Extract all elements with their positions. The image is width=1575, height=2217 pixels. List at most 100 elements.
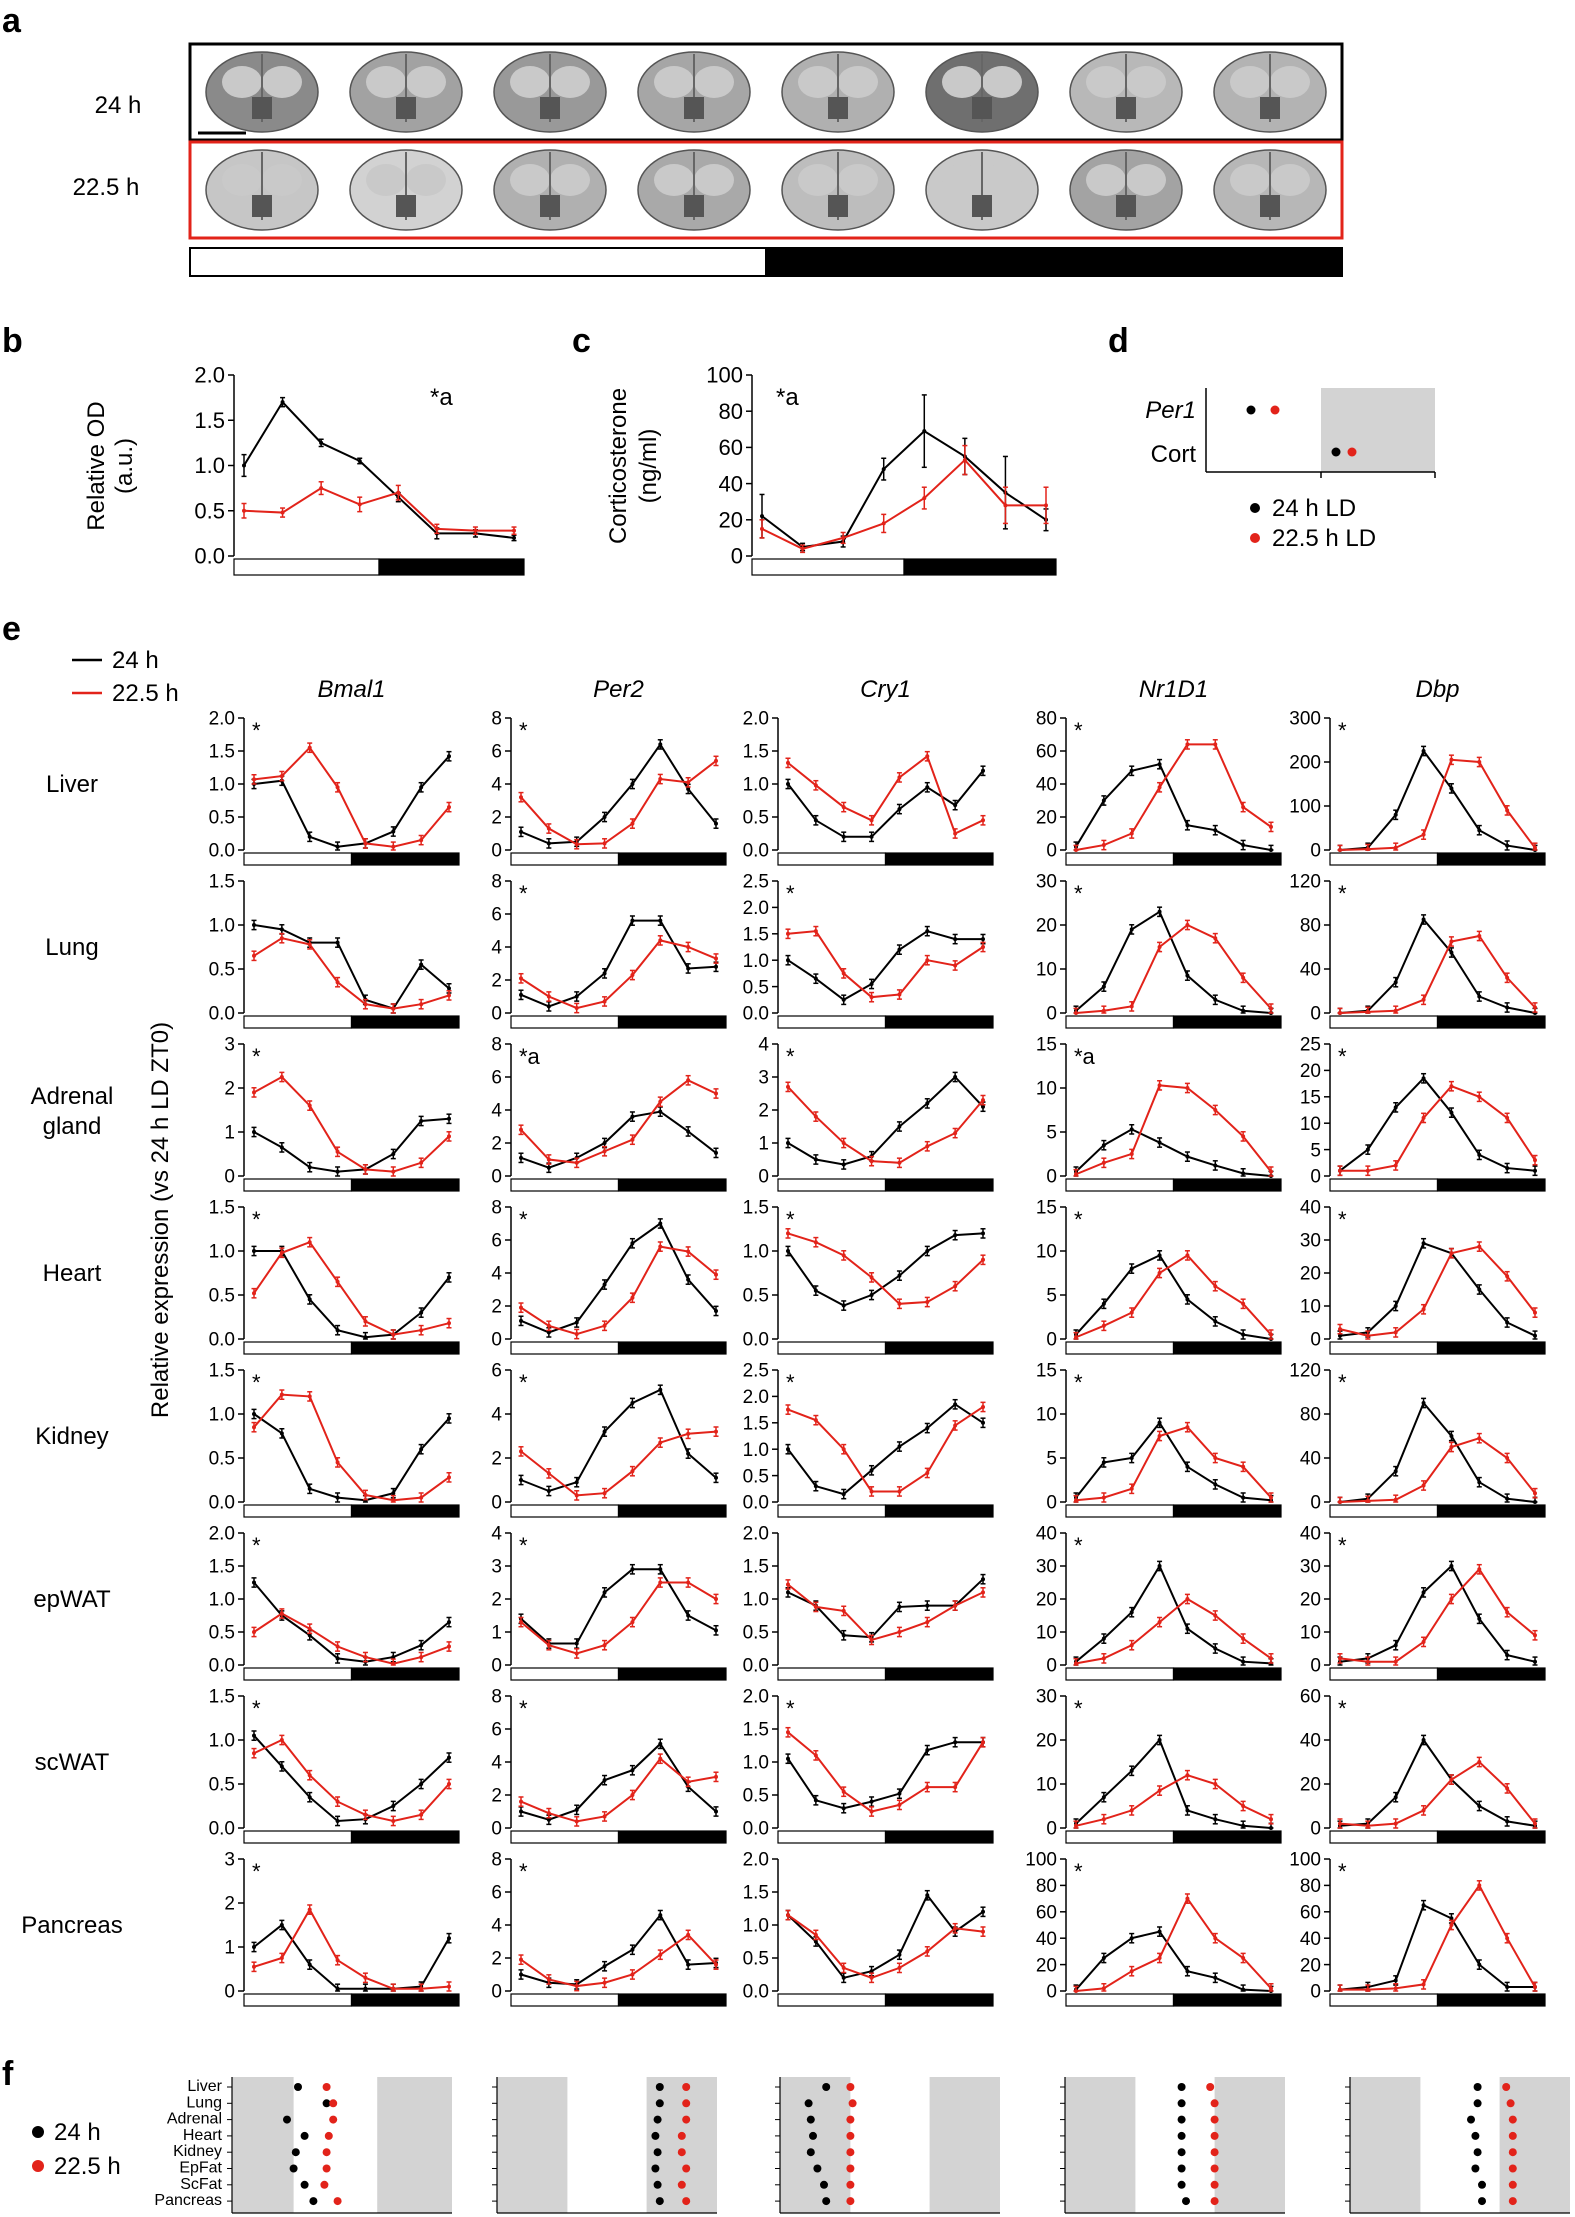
y-tick-label: 0 xyxy=(1310,1493,1321,1514)
series-24h-point xyxy=(686,1613,691,1618)
series-225h-point xyxy=(786,1407,790,1412)
series-24h-point xyxy=(279,1431,284,1436)
significance-mark: * xyxy=(786,1696,795,1721)
series-24h-point xyxy=(897,1124,902,1129)
y-tick-label: 0 xyxy=(1046,1167,1057,1188)
phase-point-225h xyxy=(1508,2180,1517,2189)
y-tick-label: 30 xyxy=(1036,1557,1057,1578)
series-225h-point xyxy=(1338,1011,1342,1015)
series-225h-point xyxy=(473,528,478,533)
series-24h-point xyxy=(1213,1646,1218,1651)
series-225h-point xyxy=(1101,1656,1106,1661)
y-tick-label: 60 xyxy=(719,435,743,460)
series-225h-line xyxy=(1339,758,1536,851)
series-225h-point xyxy=(1533,845,1537,850)
y-tick-label: 2.0 xyxy=(209,709,235,730)
brain-slice-core xyxy=(540,195,560,217)
light-phase-bar xyxy=(1065,1178,1175,1192)
series-225h-point xyxy=(307,1240,312,1245)
series-24h-point xyxy=(519,1318,523,1323)
y-tick-label: 0.0 xyxy=(209,1493,235,1514)
series-225h-point xyxy=(396,490,401,495)
series-225h-point xyxy=(658,777,663,782)
dark-phase-bar xyxy=(617,1341,727,1355)
series-225h-point xyxy=(686,1078,691,1083)
series-225h-point xyxy=(1129,1643,1134,1648)
series-24h-line xyxy=(1075,910,1272,1014)
y-tick-label: 2 xyxy=(758,1101,769,1122)
brain-slice-hemisphere-right xyxy=(262,66,302,98)
series-225h-point xyxy=(1338,848,1342,852)
chart-epwat-bmal1: 0.0 0.5 1.0 1.5 2.0 * xyxy=(209,1524,460,1681)
series-24h-point xyxy=(1421,1590,1426,1595)
y-tick-label: 60 xyxy=(1300,1687,1321,1708)
chart-liver-bmal1: 0.0 0.5 1.0 1.5 2.0 * xyxy=(209,709,460,866)
series-24h-point xyxy=(447,754,451,759)
series-24h-point xyxy=(1129,1768,1134,1773)
series-24h-point xyxy=(1157,1253,1162,1258)
panel-letter-d: d xyxy=(1108,322,1129,360)
series-24h-point xyxy=(357,458,362,463)
series-24h-line xyxy=(1339,1738,1536,1827)
light-phase-bar xyxy=(510,852,620,866)
y-tick-label: 0.0 xyxy=(743,841,769,862)
panel-d-phase: Per1 Cort 24 h LD 22.5 h LD xyxy=(1145,388,1436,552)
series-24h-point xyxy=(574,994,579,999)
y-tick-label: 120 xyxy=(1289,1361,1321,1382)
series-24h-point xyxy=(519,1155,523,1160)
y-tick-label: 0.0 xyxy=(209,1330,235,1351)
series-225h-point xyxy=(519,976,523,981)
significance-mark: * xyxy=(1338,1370,1347,1395)
series-24h-point xyxy=(714,1475,718,1480)
y-tick-label: 20 xyxy=(1036,1731,1057,1752)
panel-d-per1-225h xyxy=(1270,405,1280,415)
series-225h-point xyxy=(658,938,663,943)
series-24h-point xyxy=(953,1233,958,1238)
series-24h-point xyxy=(1129,1456,1134,1460)
series-225h-point xyxy=(391,1818,396,1823)
brain-slice-225h xyxy=(637,149,751,231)
y-tick-label: 0.0 xyxy=(743,1493,769,1514)
series-225h-point xyxy=(419,1002,424,1007)
series-24h-point xyxy=(1241,1659,1246,1664)
series-225h-point xyxy=(447,805,451,810)
series-24h-point xyxy=(279,1923,284,1927)
series-24h-point xyxy=(1213,1482,1218,1487)
series-225h-point xyxy=(1365,1168,1370,1173)
phase-point-24h xyxy=(1478,2197,1486,2206)
series-225h-point xyxy=(280,510,285,515)
series-225h-point xyxy=(953,1284,958,1289)
series-225h-point xyxy=(1477,1094,1482,1099)
series-225h-point xyxy=(841,971,846,976)
chart-liver-nr1d1: 0 20 40 60 80 * xyxy=(1036,709,1282,866)
panel-f-charts xyxy=(227,2077,1570,2214)
series-225h-point xyxy=(1101,1323,1106,1328)
series-24h-line xyxy=(520,1388,717,1493)
series-24h-point xyxy=(1213,1163,1218,1168)
brain-slice-225h xyxy=(493,149,607,231)
series-225h-point xyxy=(686,780,691,785)
y-tick-label: 2 xyxy=(491,1449,502,1470)
brain-slice-225h xyxy=(1069,149,1183,231)
light-phase-bar xyxy=(777,1341,887,1355)
series-225h-point xyxy=(391,1006,396,1011)
series-225h-point xyxy=(1449,1445,1454,1449)
brain-slice-hemisphere-left xyxy=(1230,164,1270,196)
y-tick-label: 0 xyxy=(491,1982,502,2003)
series-225h-point xyxy=(1129,831,1134,836)
phase-point-225h xyxy=(682,2197,691,2206)
series-24h-point xyxy=(897,1791,902,1796)
series-24h-point xyxy=(1157,1564,1162,1568)
series-24h-point xyxy=(897,807,902,812)
y-tick-label: 80 xyxy=(719,399,743,424)
y-tick-label: 1 xyxy=(224,1938,235,1959)
series-24h-point xyxy=(1505,843,1510,848)
phase-point-225h xyxy=(1210,2197,1219,2206)
series-24h-point xyxy=(841,1806,846,1811)
series-24h-point xyxy=(1393,1105,1398,1110)
chart-pancreas-bmal1: 0 1 2 3 * xyxy=(224,1850,460,2007)
series-24h-point xyxy=(786,958,790,963)
panel-e-legend-225h: 22.5 h xyxy=(112,680,179,707)
chart-heart-cry1: 0.0 0.5 1.0 1.5 * xyxy=(743,1198,994,1355)
series-24h-line xyxy=(1339,1076,1536,1172)
